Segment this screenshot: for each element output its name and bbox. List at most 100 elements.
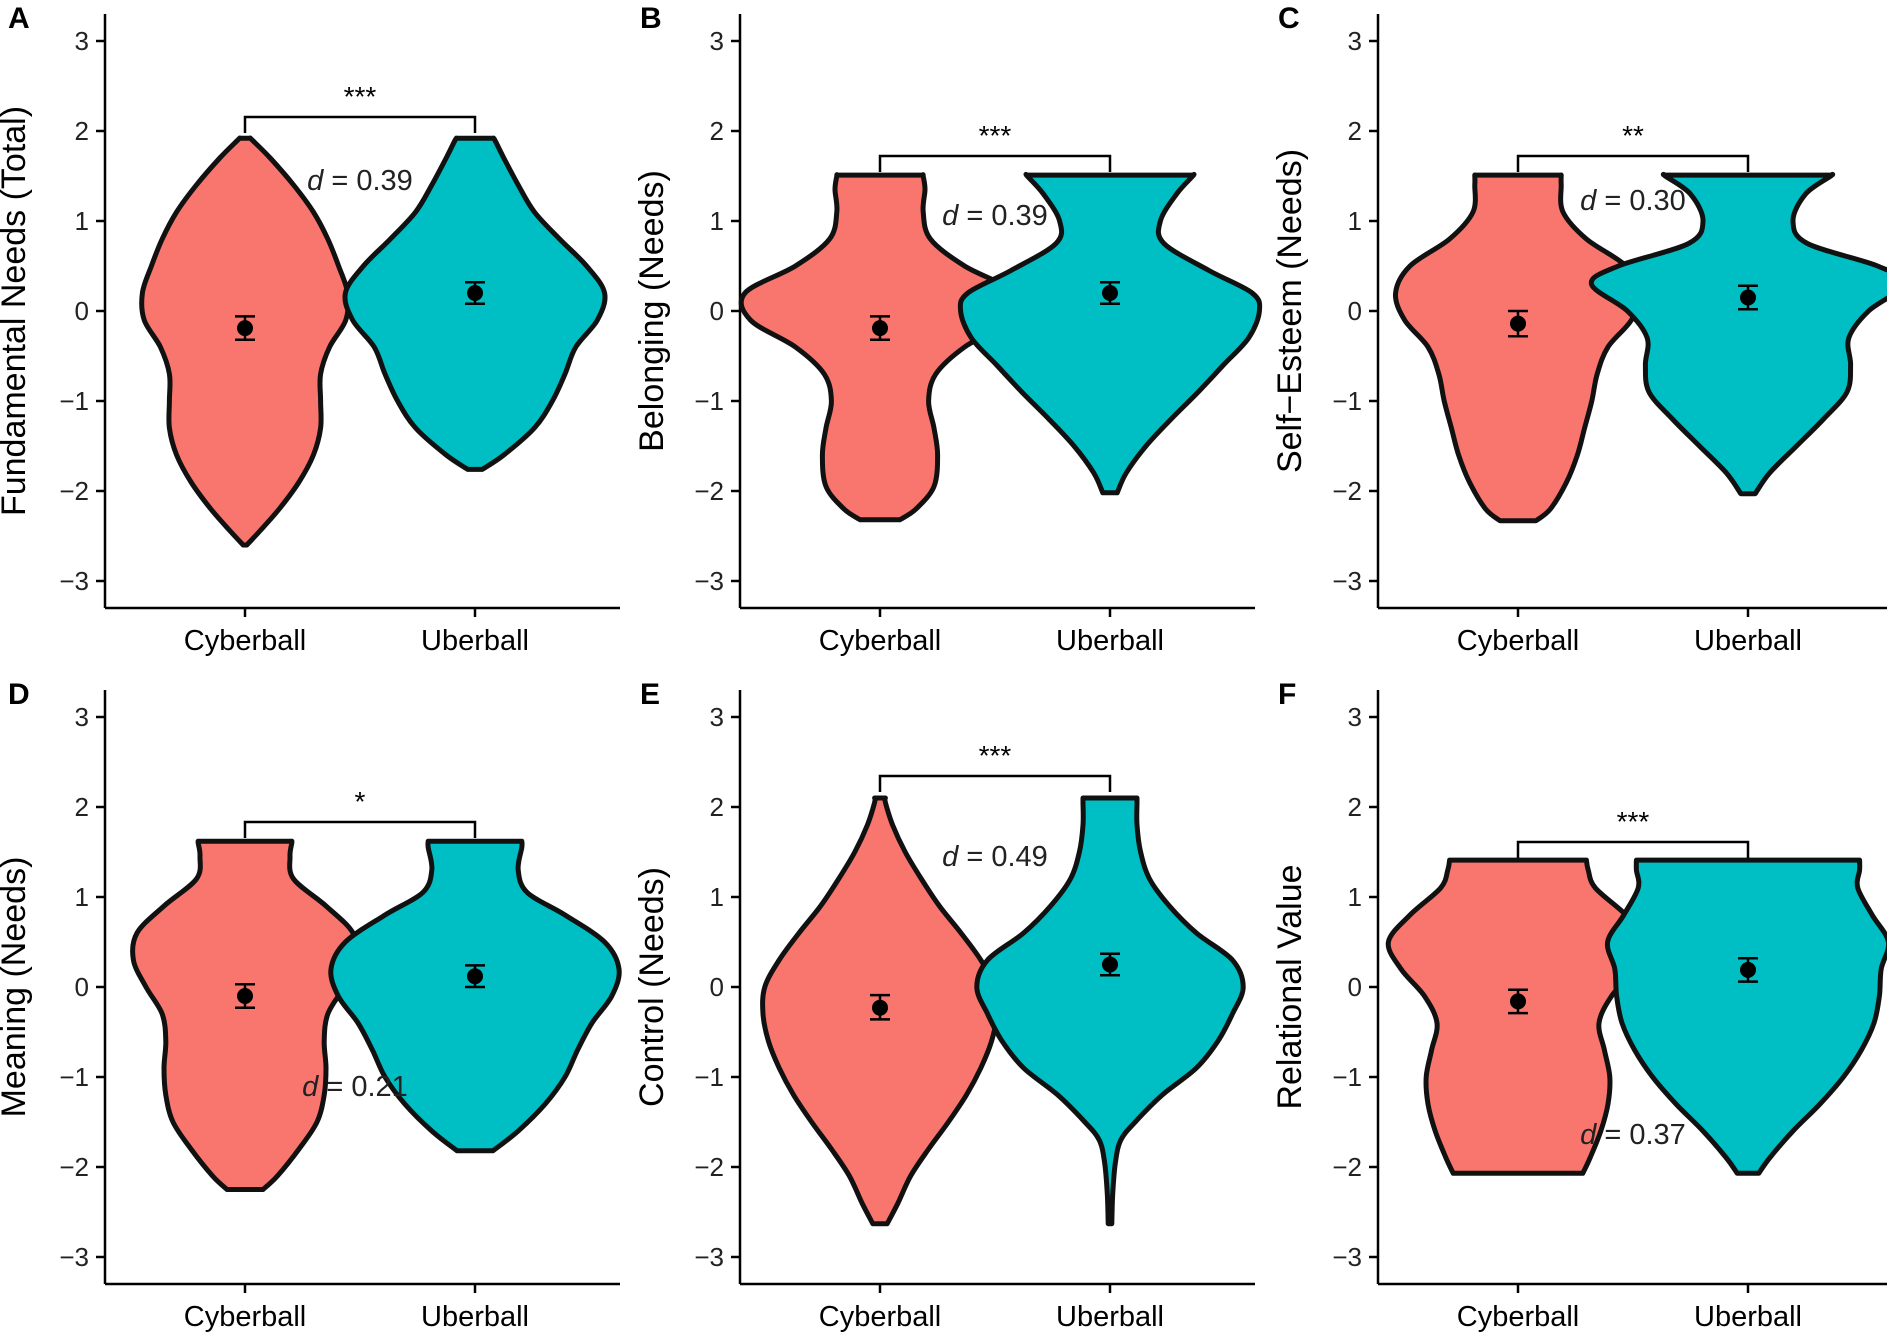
y-tick-label: 1 — [75, 206, 89, 236]
mean-point — [1510, 315, 1526, 332]
x-tick-label: Uberball — [1694, 1301, 1802, 1333]
panel-f: F −3 −2 −1 0 1 2 3 Relational Value Cyberball Uber… — [1271, 678, 1887, 1333]
y-tick-label: 3 — [75, 26, 89, 56]
x-tick-label: Cyberball — [1457, 625, 1580, 657]
y-tick-label: 3 — [710, 702, 724, 732]
y-tick-label: 1 — [710, 882, 724, 912]
effect-size-label: d = 0.39 — [307, 165, 413, 197]
y-tick-label: −1 — [694, 1062, 724, 1092]
significance-bracket — [1516, 840, 1750, 858]
y-tick-label: 3 — [75, 702, 89, 732]
effect-value: = 0.30 — [1596, 185, 1686, 217]
x-tick-label: Cyberball — [819, 625, 942, 657]
y-axis-label: Relational Value — [1271, 864, 1309, 1109]
significance-stars: *** — [344, 81, 377, 112]
panel-letter: E — [640, 678, 660, 711]
mean-point — [1510, 993, 1526, 1010]
effect-symbol: d — [942, 200, 959, 232]
y-tick-label: −1 — [1332, 1062, 1362, 1092]
y-tick-label: 2 — [75, 792, 89, 822]
y-tick-label: 0 — [75, 972, 89, 1002]
effect-size-label: d = 0.21 — [302, 1071, 408, 1103]
effect-value: = 0.37 — [1596, 1119, 1686, 1151]
x-tick-label: Cyberball — [184, 1301, 307, 1333]
violin-cyberball — [1385, 857, 1651, 1176]
effect-value: = 0.39 — [323, 165, 413, 197]
y-tick-label: 0 — [710, 972, 724, 1002]
y-tick-label: −2 — [59, 1152, 89, 1182]
panel-e: E −3 −2 −1 0 1 2 3 Control (Needs) Cyberball Uberb… — [633, 678, 1255, 1333]
violin-cyberball — [738, 172, 1022, 523]
x-tick-label: Cyberball — [1457, 1301, 1580, 1333]
y-tick-label: 2 — [710, 792, 724, 822]
effect-size-label: d = 0.37 — [1580, 1119, 1686, 1151]
y-tick-label: 0 — [75, 296, 89, 326]
x-tick-label: Cyberball — [184, 625, 307, 657]
effect-size-label: d = 0.39 — [942, 200, 1048, 232]
mean-point — [872, 320, 888, 337]
effect-value: = 0.49 — [958, 841, 1048, 873]
violin-uberball — [974, 795, 1246, 1227]
y-tick-label: 1 — [75, 882, 89, 912]
significance-stars: *** — [1617, 806, 1650, 837]
y-axis-label: Control (Needs) — [633, 867, 671, 1107]
y-axis-label: Meaning (Needs) — [0, 857, 33, 1118]
y-tick-label: 0 — [1348, 296, 1362, 326]
significance-stars: ** — [1622, 120, 1644, 151]
y-tick-label: −3 — [694, 1242, 724, 1272]
effect-symbol: d — [302, 1071, 319, 1103]
significance-stars: * — [355, 786, 366, 817]
panel-d: D −3 −2 −1 0 1 2 3 Meaning (Needs) Cyberball Uberb… — [0, 678, 622, 1333]
x-tick-label: Uberball — [421, 1301, 529, 1333]
mean-point — [1740, 961, 1756, 978]
mean-point — [237, 988, 253, 1004]
y-tick-label: 3 — [1348, 702, 1362, 732]
x-tick-label: Cyberball — [819, 1301, 942, 1333]
x-tick-label: Uberball — [421, 625, 529, 657]
panel-letter: F — [1278, 678, 1296, 711]
x-tick-label: Uberball — [1056, 625, 1164, 657]
mean-point — [1740, 289, 1756, 306]
violin-uberball — [957, 171, 1263, 496]
y-tick-label: −2 — [694, 1152, 724, 1182]
mean-point — [1102, 285, 1118, 301]
effect-value: = 0.39 — [958, 200, 1048, 232]
y-tick-label: −2 — [1332, 476, 1362, 506]
effect-symbol: d — [307, 165, 324, 197]
significance-bracket — [878, 154, 1112, 172]
y-axis-label: Belonging (Needs) — [633, 170, 671, 452]
y-tick-label: 1 — [1348, 206, 1362, 236]
y-axis-label: Fundamental Needs (Total) — [0, 106, 33, 516]
significance-bracket — [243, 115, 477, 133]
y-axis-label: Self−Esteem (Needs) — [1271, 149, 1309, 473]
y-tick-label: −2 — [1332, 1152, 1362, 1182]
y-tick-label: 3 — [710, 26, 724, 56]
y-tick-label: −3 — [1332, 1242, 1362, 1272]
significance-bracket — [878, 774, 1112, 792]
y-tick-label: −2 — [694, 476, 724, 506]
effect-symbol: d — [1580, 185, 1597, 217]
y-tick-label: −1 — [1332, 386, 1362, 416]
mean-point — [872, 999, 888, 1016]
y-tick-label: 2 — [1348, 792, 1362, 822]
violin-cyberball — [130, 838, 360, 1192]
x-tick-label: Uberball — [1056, 1301, 1164, 1333]
significance-bracket — [1516, 154, 1750, 172]
panel-a: A −3 −2 −1 0 1 2 3 Fundamental Needs (Total) Cybe… — [0, 2, 620, 657]
effect-size-label: d = 0.49 — [942, 841, 1048, 873]
effect-symbol: d — [1580, 1119, 1597, 1151]
significance-stars: *** — [979, 740, 1012, 771]
y-tick-label: −2 — [59, 476, 89, 506]
mean-point — [237, 320, 253, 337]
significance-stars: *** — [979, 120, 1012, 151]
y-tick-label: −1 — [59, 386, 89, 416]
y-tick-label: 0 — [710, 296, 724, 326]
y-tick-label: −3 — [1332, 566, 1362, 596]
y-tick-label: 0 — [1348, 972, 1362, 1002]
y-tick-label: −3 — [59, 1242, 89, 1272]
x-tick-label: Uberball — [1694, 625, 1802, 657]
y-tick-label: 2 — [75, 116, 89, 146]
significance-bracket — [243, 820, 477, 838]
panel-letter: D — [8, 678, 30, 711]
mean-point — [1102, 956, 1118, 973]
